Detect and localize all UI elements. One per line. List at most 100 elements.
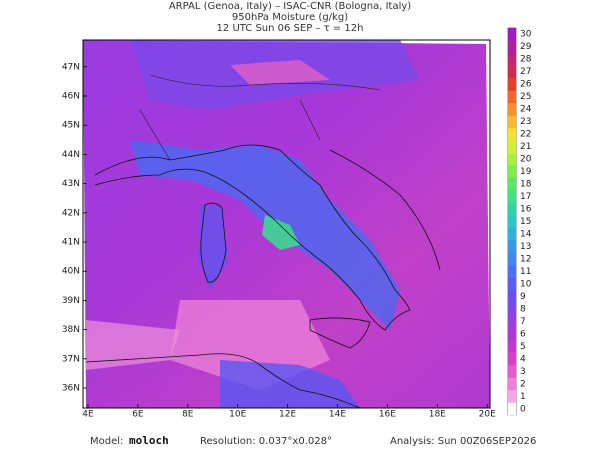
colorbar-label: 9 [520,292,526,302]
colorbar-swatch [508,202,516,216]
colorbar-label: 23 [520,117,531,127]
colorbar-label: 16 [520,205,532,215]
lon-label: 4E [82,410,94,420]
header-line: ARPAL (Genoa, Italy) – ISAC-CNR (Bologna… [169,1,411,12]
colorbar-label: 22 [520,130,531,140]
lat-label: 41N [62,238,80,248]
colorbar-swatch [508,165,516,179]
lat-label: 36N [62,384,80,394]
lon-label: 6E [132,410,144,420]
colorbar-label: 14 [520,229,532,239]
colorbar-swatch [508,402,516,416]
resolution: Resolution: 0.037°x0.028° [200,436,332,447]
lat-label: 44N [62,150,80,160]
colorbar-label: 7 [520,317,526,327]
lon-label: 10E [229,410,246,420]
colorbar-swatch [508,177,516,191]
colorbar-swatch [508,315,516,328]
moist-core [262,215,300,250]
dry-patch [230,60,330,85]
colorbar-swatch [508,377,516,391]
colorbar-swatch [508,390,516,403]
colorbar-label: 3 [520,367,526,377]
colorbar-swatch [508,340,516,353]
colorbar-label: 25 [520,92,531,102]
colorbar-label: 8 [520,304,526,314]
colorbar-swatch [508,140,516,154]
colorbar-label: 27 [520,67,531,77]
colorbar-swatch [508,52,516,66]
colorbar-label: 30 [520,30,532,40]
sardinia-coast [200,202,227,283]
lat-label: 45N [62,121,80,131]
colorbar-swatch [508,352,516,366]
lon-label: 20E [479,410,496,420]
lat-label: 40N [62,267,80,277]
colorbar-swatch [508,252,516,266]
header-line: 12 UTC Sun 06 SEP – τ = 12h [217,23,364,34]
colorbar-swatch [508,277,516,291]
colorbar-label: 19 [520,167,532,177]
colorbar-swatch [508,28,516,41]
lon-label: 12E [279,410,296,420]
colorbar-swatch [508,327,516,341]
colorbar-swatch [508,240,516,254]
colorbar-swatch [508,190,516,204]
colorbar-swatch [508,290,516,303]
lat-label: 47N [62,62,80,72]
sicily-coast [309,317,371,349]
colorbar-label: 29 [520,42,532,52]
colorbar-label: 28 [520,55,532,65]
colorbar-label: 5 [520,342,526,352]
lat-label: 37N [62,354,80,364]
colorbar-label: 26 [520,80,532,90]
lat-label: 39N [62,296,80,306]
colorbar-label: 15 [520,217,531,227]
colorbar-label: 24 [520,105,532,115]
colorbar-swatch [508,265,516,278]
colorbar-swatch [508,90,516,104]
lat-label: 46N [62,92,80,102]
borders [139,74,381,161]
colorbar-swatch [508,215,516,229]
map-frame [82,39,491,409]
colorbar-label: 20 [520,155,532,165]
colorbar-label: 10 [520,279,532,289]
colorbar-swatch [508,227,516,241]
colorbar-swatch [508,102,516,116]
model-name: moloch [129,434,169,447]
colorbar-swatch [508,77,516,91]
colorbar-swatch [508,152,516,166]
colorbar-label: 17 [520,192,531,202]
colorbar-label: 0 [520,404,526,414]
colorbar-swatch [508,365,516,378]
colorbar-label: 2 [520,379,526,389]
lat-label: 43N [62,179,80,189]
africa-coast [85,353,361,409]
sardinia-moisture [198,205,228,290]
colorbar-label: 1 [520,392,526,402]
map-field [82,39,491,409]
balkan-coast [329,149,441,271]
model-label: Model: [90,436,123,447]
colorbar-swatch [508,127,516,141]
colorbar-label: 13 [520,242,531,252]
lat-label: 42N [62,208,80,218]
analysis: Analysis: Sun 00Z06SEP2026 [390,436,536,447]
colorbar-swatch [508,302,516,316]
coastline [94,144,411,331]
peninsula-moisture [130,140,400,330]
colorbar-swatch [508,65,516,79]
colorbar-label: 6 [520,329,526,339]
lon-label: 16E [379,410,396,420]
header-line: 950hPa Moisture (g/kg) [232,12,348,23]
lon-label: 14E [329,410,346,420]
africa-coast-moisture [220,360,360,408]
colorbar-label: 4 [520,354,526,364]
colorbar-label: 11 [520,267,531,277]
colorbar-label: 18 [520,180,532,190]
colorbar-swatch [508,40,516,54]
colorbar-label: 12 [520,254,531,264]
lat-label: 38N [62,325,80,335]
